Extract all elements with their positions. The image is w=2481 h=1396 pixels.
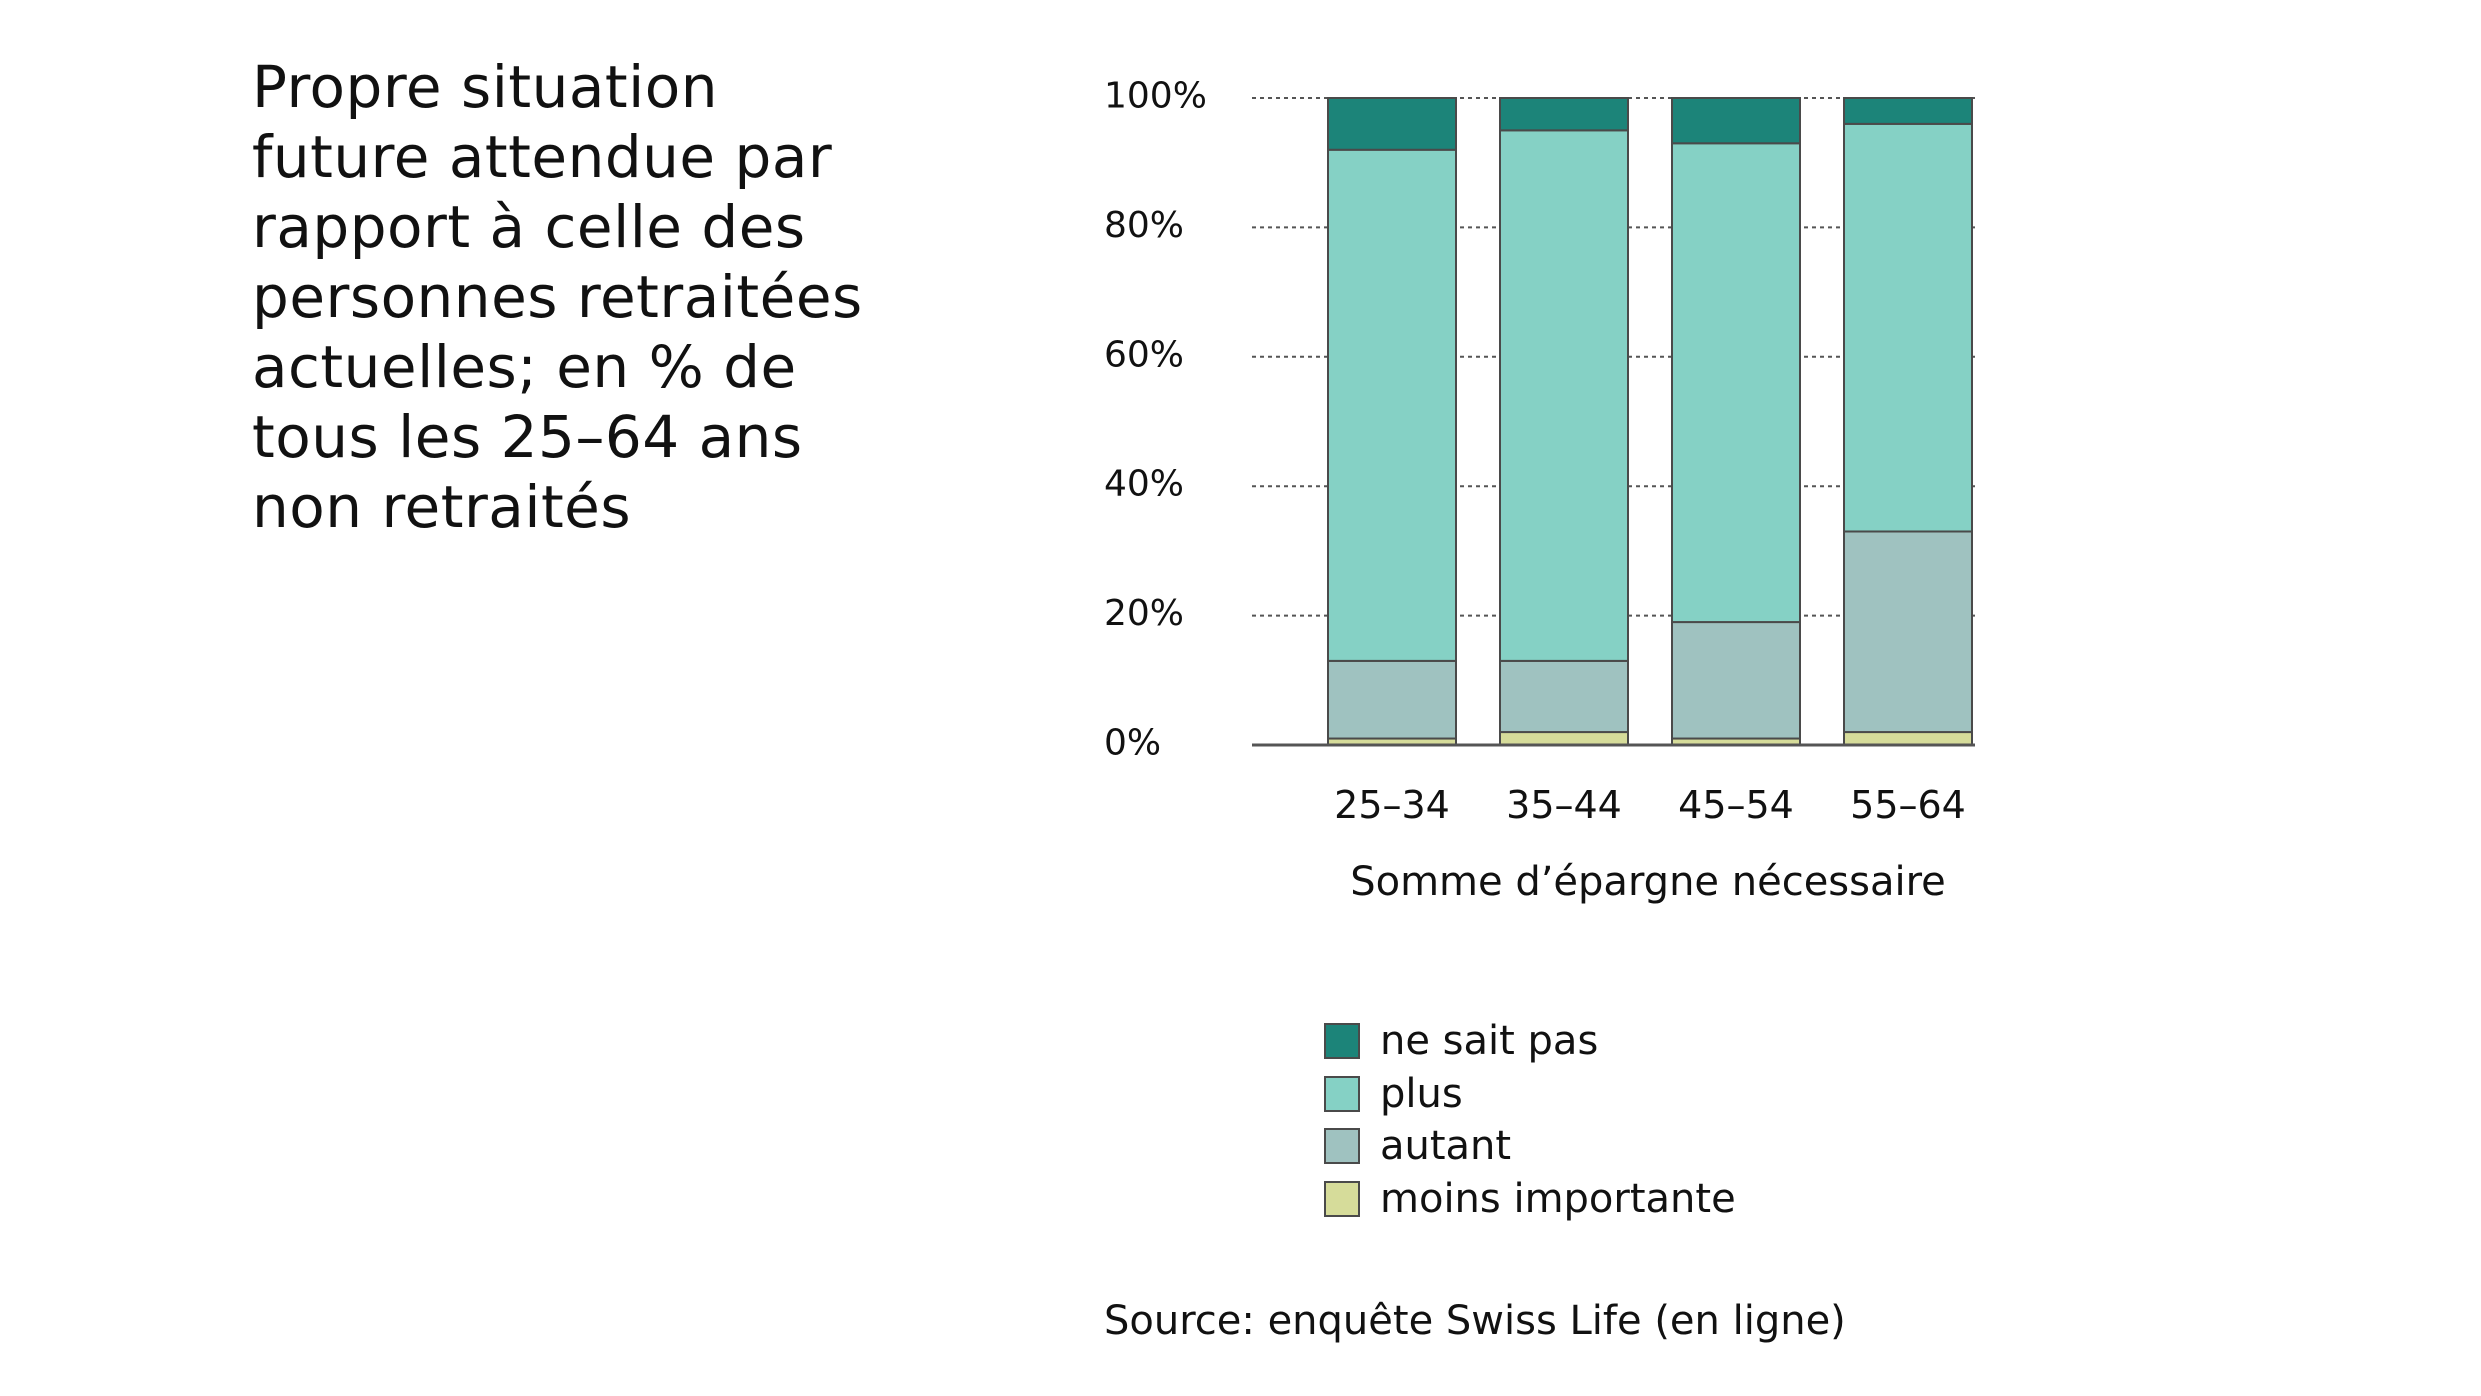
- x-tick-label-2: 45–54: [1678, 783, 1794, 827]
- y-tick-label-40: 40%: [1104, 464, 1184, 505]
- legend-swatch: [1324, 1023, 1360, 1060]
- bar-45–54-plus: [1671, 142, 1801, 624]
- y-tick-label-100: 100%: [1104, 76, 1207, 117]
- bar-55–64-ne-sait-pas: [1843, 97, 1973, 125]
- y-tick-label-0: 0%: [1104, 723, 1161, 764]
- chart-title: Propre situation future attendue par rap…: [252, 53, 863, 541]
- bar-25–34-plus: [1327, 148, 1457, 662]
- legend-label: moins importante: [1380, 1175, 1736, 1222]
- source-note: Source: enquête Swiss Life (en ligne): [1104, 1298, 1846, 1344]
- legend: ne sait pas plus autant moins importante: [1324, 1015, 1736, 1225]
- x-tick-label-1: 35–44: [1506, 783, 1622, 827]
- y-tick-label-20: 20%: [1104, 593, 1184, 634]
- y-tick-label-80: 80%: [1104, 205, 1184, 246]
- bar-25–34-ne-sait-pas: [1327, 97, 1457, 151]
- bar-35–44-plus: [1499, 129, 1629, 662]
- legend-swatch: [1324, 1075, 1360, 1112]
- x-tick-label-3: 55–64: [1850, 783, 1966, 827]
- bar-55–64-autant: [1843, 530, 1973, 734]
- bar-35–44-autant: [1499, 659, 1629, 734]
- bar-35–44-moins-importante: [1499, 731, 1629, 746]
- x-axis-title: Somme d’épargne nécessaire: [1350, 859, 1946, 905]
- bars: [1327, 97, 1973, 747]
- y-tick-label-60: 60%: [1104, 334, 1184, 375]
- legend-item-plus: plus: [1324, 1068, 1736, 1121]
- axes: 0% 20% 40% 60% 80% 100% 25–34 35–44 45–54 55–64: [1104, 76, 1975, 827]
- legend-item-ne-sait-pas: ne sait pas: [1324, 1015, 1736, 1068]
- legend-label: plus: [1380, 1070, 1463, 1117]
- bar-55–64-plus: [1843, 122, 1973, 533]
- bar-45–54-autant: [1671, 621, 1801, 740]
- legend-item-autant: autant: [1324, 1120, 1736, 1173]
- legend-label: autant: [1380, 1123, 1512, 1170]
- legend-label: ne sait pas: [1380, 1018, 1599, 1065]
- bar-25–34-autant: [1327, 659, 1457, 740]
- legend-swatch: [1324, 1180, 1360, 1217]
- legend-item-moins-importante: moins importante: [1324, 1173, 1736, 1226]
- bar-45–54-ne-sait-pas: [1671, 97, 1801, 145]
- bar-55–64-moins-importante: [1843, 731, 1973, 746]
- legend-swatch: [1324, 1128, 1360, 1165]
- x-tick-label-0: 25–34: [1334, 783, 1450, 827]
- bar-35–44-ne-sait-pas: [1499, 97, 1629, 132]
